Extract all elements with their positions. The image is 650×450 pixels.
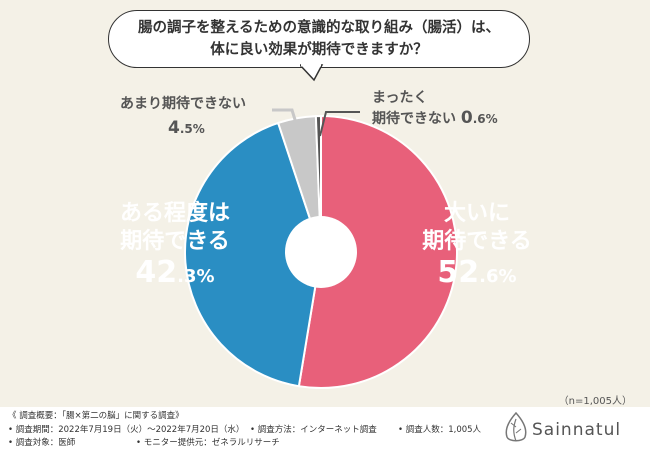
slice-label-not-at-all-line2: 期待できない — [372, 111, 456, 127]
slice-value-greatly: 52.6% — [437, 255, 517, 290]
leader-line-slightly — [272, 108, 302, 137]
slice-label-greatly: 大いに 期待できる 52.6% — [412, 200, 542, 294]
slice-label-somewhat-line1: ある程度は — [119, 201, 230, 226]
slice-label-slightly-line1: あまり期待できない — [120, 96, 246, 112]
survey-provider: • モニター提供元：ゼネラルリサーチ — [136, 438, 280, 448]
slice-label-slightly: あまり期待できない 4.5% — [120, 94, 246, 139]
slice-value-not-at-all: 0.6% — [460, 108, 498, 128]
sample-size-note: （n=1,005人） — [558, 396, 632, 407]
survey-target: • 調査対象：医師 — [8, 438, 76, 448]
slice-greatly — [297, 114, 458, 389]
survey-method: • 調査方法：インターネット調査 — [250, 425, 377, 435]
slice-label-somewhat-line2: 期待できる — [120, 229, 230, 254]
slice-label-not-at-all-line1: まったく — [372, 90, 428, 106]
chart-title: 腸の調子を整えるための意識的な取り組み（腸活）は、 体に良い効果が期待できますか… — [138, 17, 500, 61]
survey-period: • 調査期間：2022年7月19日（火）〜2022年7月20日（水） — [8, 425, 245, 435]
leader-line-not-at-all — [319, 111, 360, 137]
donut-hole — [285, 216, 357, 288]
brand-logo-text: Sainnatul — [532, 420, 622, 440]
slice-value-somewhat: 42.3% — [135, 255, 215, 290]
slice-label-greatly-line2: 期待できる — [422, 229, 532, 254]
survey-footer: 《 調査概要：「腸×第二の脳」に関する調査》 • 調査期間：2022年7月19日… — [0, 407, 650, 450]
title-line-1: 腸の調子を整えるための意識的な取り組み（腸活）は、 — [137, 20, 501, 36]
slice-label-not-at-all-line2-row: 期待できない 0.6% — [372, 108, 498, 129]
title-bubble: 腸の調子を整えるための意識的な取り組み（腸活）は、 体に良い効果が期待できますか… — [108, 10, 530, 68]
title-bubble-tail — [300, 64, 324, 82]
survey-count: • 調査人数：1,005人 — [398, 425, 482, 435]
title-line-2: 体に良い効果が期待できますか？ — [210, 42, 428, 58]
slice-label-greatly-line1: 大いに — [443, 201, 510, 226]
slice-label-somewhat: ある程度は 期待できる 42.3% — [110, 200, 240, 294]
slice-somewhat — [184, 121, 323, 388]
leaf-drop-icon — [505, 411, 527, 442]
slice-value-slightly: 4.5% — [168, 118, 205, 138]
slice-label-not-at-all: まったく 期待できない 0.6% — [372, 88, 498, 129]
survey-heading: 《 調査概要：「腸×第二の脳」に関する調査》 — [8, 411, 184, 421]
